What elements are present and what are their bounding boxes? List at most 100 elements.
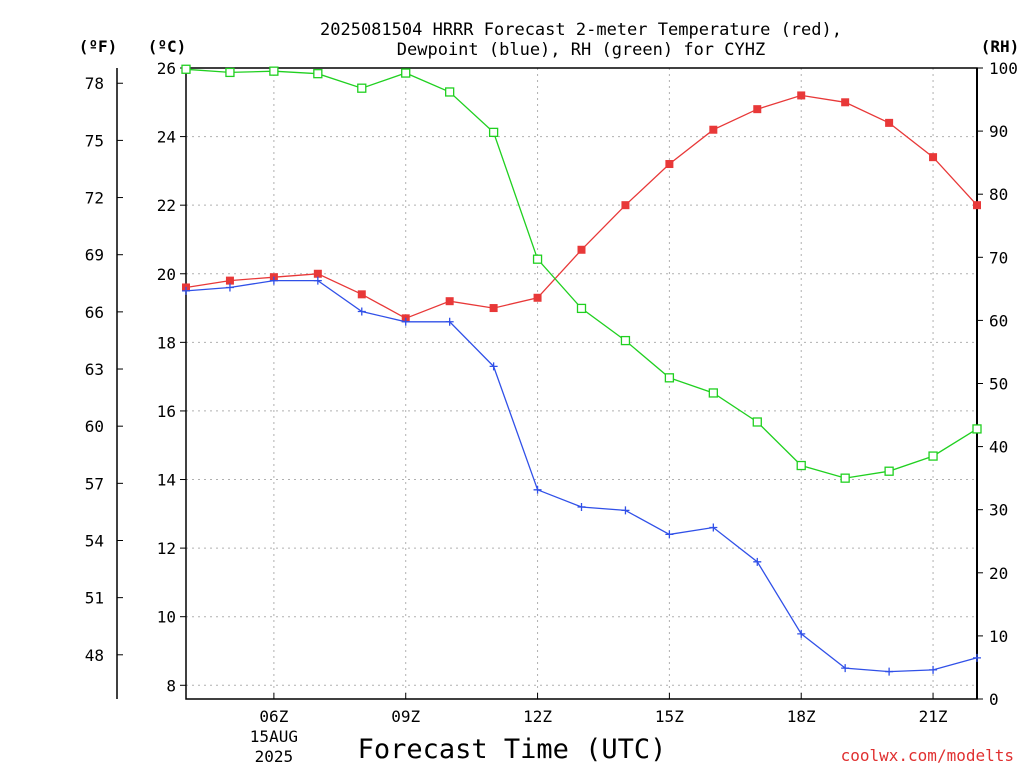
dewpoint-point bbox=[445, 317, 454, 326]
rh-point bbox=[664, 373, 675, 383]
rh-point bbox=[708, 388, 718, 398]
temperature-point bbox=[753, 105, 762, 114]
dewpoint-point bbox=[182, 286, 190, 295]
fahrenheit-tick-label: 78 bbox=[85, 74, 104, 93]
dewpoint-point bbox=[357, 307, 366, 316]
rh-point bbox=[225, 67, 235, 78]
x-tick-label: 21Z bbox=[919, 707, 948, 726]
rh-tick-label: 50 bbox=[989, 375, 1008, 394]
temperature-point bbox=[797, 91, 806, 100]
data-series bbox=[181, 64, 982, 676]
fahrenheit-tick-label: 72 bbox=[85, 189, 104, 208]
dewpoint-point bbox=[401, 317, 410, 326]
axes: 8 10 12 14 16 18 20 22 24 26 48 51 54 57 60 63 66 69 72 75 7… bbox=[85, 59, 1018, 766]
rh-tick-label: 30 bbox=[989, 501, 1008, 520]
x-tick-label: 09Z bbox=[391, 707, 420, 726]
rh-point bbox=[840, 473, 850, 483]
dewpoint-point bbox=[973, 653, 981, 662]
rh-tick-label: 10 bbox=[989, 627, 1008, 646]
x-axis-title: Forecast Time (UTC) bbox=[358, 734, 667, 765]
dewpoint-point bbox=[533, 485, 542, 494]
dewpoint-point bbox=[313, 276, 322, 285]
dewpoint-point bbox=[709, 523, 718, 532]
temperature-point bbox=[665, 160, 674, 169]
dewpoint-point bbox=[929, 665, 938, 674]
fahrenheit-unit-label: (ºF) bbox=[79, 37, 118, 56]
dewpoint-point bbox=[269, 276, 278, 285]
rh-point bbox=[796, 460, 806, 471]
rh-point bbox=[269, 66, 279, 76]
fahrenheit-tick-label: 75 bbox=[85, 131, 104, 150]
rh-point bbox=[532, 254, 543, 264]
temperature-line bbox=[185, 94, 978, 320]
temperature-point bbox=[533, 293, 542, 302]
dewpoint-point bbox=[665, 530, 674, 539]
rh-unit-label: (RH) bbox=[981, 37, 1020, 56]
celsius-tick-label: 10 bbox=[157, 608, 176, 627]
x-tick-label: 18Z bbox=[787, 707, 816, 726]
fahrenheit-tick-label: 66 bbox=[85, 303, 104, 322]
fahrenheit-tick-label: 60 bbox=[85, 417, 104, 436]
temperature-point bbox=[445, 297, 454, 306]
celsius-unit-label: (ºC) bbox=[148, 37, 187, 56]
temperature-point bbox=[357, 290, 366, 299]
rh-tick-label: 40 bbox=[989, 438, 1008, 457]
dewpoint-point bbox=[841, 664, 850, 673]
rh-point bbox=[181, 64, 191, 74]
fahrenheit-tick-label: 51 bbox=[85, 589, 104, 608]
rh-tick-label: 90 bbox=[989, 122, 1008, 141]
temperature-point bbox=[841, 98, 850, 107]
temperature-point bbox=[973, 201, 981, 210]
dewpoint-point bbox=[753, 557, 762, 566]
rh-point bbox=[972, 424, 982, 434]
celsius-tick-label: 14 bbox=[157, 471, 176, 490]
dewpoint-point bbox=[225, 283, 234, 292]
fahrenheit-tick-label: 54 bbox=[85, 531, 104, 550]
temperature-point bbox=[577, 245, 586, 254]
rh-tick-label: 80 bbox=[989, 185, 1008, 204]
celsius-tick-label: 18 bbox=[157, 333, 176, 352]
celsius-tick-label: 26 bbox=[157, 59, 176, 78]
plot-frame bbox=[185, 67, 978, 700]
celsius-tick-label: 22 bbox=[157, 196, 176, 215]
celsius-tick-label: 16 bbox=[157, 402, 176, 421]
chart-title-line-2: Dewpoint (blue), RH (green) for CYHZ bbox=[397, 40, 765, 60]
celsius-tick-label: 24 bbox=[157, 128, 176, 147]
fahrenheit-tick-label: 48 bbox=[85, 646, 104, 665]
chart-title-line-1: 2025081504 HRRR Forecast 2-meter Tempera… bbox=[320, 20, 842, 40]
temperature-point bbox=[621, 201, 630, 210]
rh-point bbox=[620, 335, 631, 346]
grid-lines bbox=[186, 67, 977, 699]
rh-point bbox=[576, 303, 587, 314]
rh-tick-label: 0 bbox=[989, 690, 999, 709]
dewpoint-point bbox=[797, 629, 806, 638]
dewpoint-point bbox=[621, 506, 630, 515]
temperature-point bbox=[709, 125, 718, 134]
celsius-tick-label: 20 bbox=[157, 265, 176, 284]
rh-tick-label: 60 bbox=[989, 311, 1008, 330]
rh-point bbox=[445, 87, 455, 97]
rh-point bbox=[313, 69, 323, 79]
temperature-point bbox=[929, 153, 938, 162]
x-tick-year-label: 2025 bbox=[255, 747, 294, 766]
rh-point bbox=[401, 68, 411, 78]
temperature-point bbox=[489, 304, 498, 313]
dewpoint-point bbox=[489, 362, 498, 371]
x-tick-date-label: 15AUG bbox=[250, 727, 298, 746]
rh-tick-label: 100 bbox=[989, 59, 1018, 78]
credit-text: coolwx.com/modelts bbox=[841, 746, 1014, 765]
dewpoint-point bbox=[577, 502, 586, 511]
rh-point bbox=[884, 466, 894, 476]
x-tick-label: 15Z bbox=[655, 707, 684, 726]
rh-point bbox=[928, 451, 938, 461]
celsius-tick-label: 8 bbox=[166, 676, 176, 695]
rh-tick-label: 20 bbox=[989, 564, 1008, 583]
fahrenheit-tick-label: 63 bbox=[85, 360, 104, 379]
rh-point bbox=[357, 83, 367, 93]
x-tick-label: 12Z bbox=[523, 707, 552, 726]
rh-point bbox=[752, 417, 762, 427]
rh-tick-label: 70 bbox=[989, 248, 1008, 267]
rh-point bbox=[488, 127, 499, 138]
x-tick-label: 06Z bbox=[259, 707, 288, 726]
